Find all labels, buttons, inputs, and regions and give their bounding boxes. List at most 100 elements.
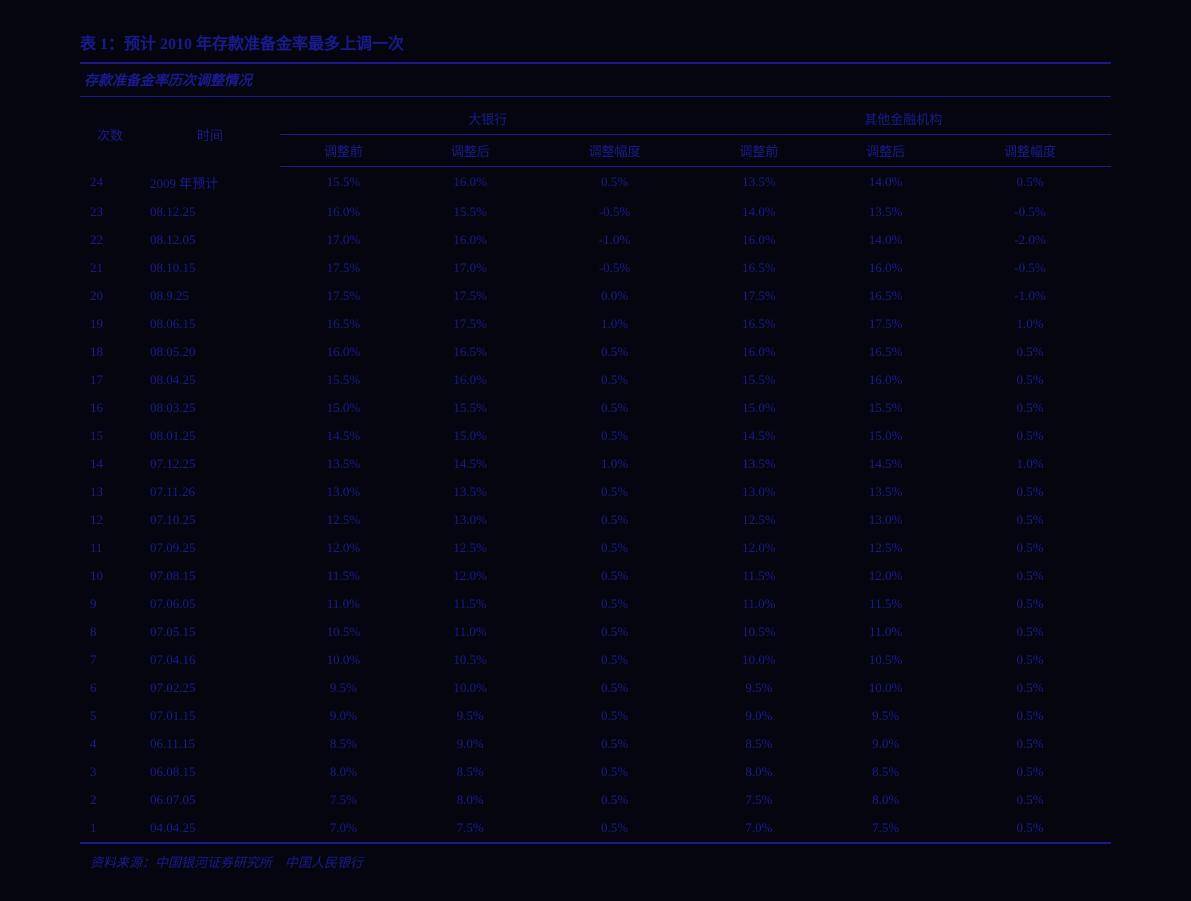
cell-other-change: -1.0% [949, 282, 1111, 310]
cell-time: 08.05.20 [140, 338, 280, 366]
cell-other-after: 13.0% [822, 506, 949, 534]
cell-other-before: 15.5% [695, 366, 822, 394]
cell-other-change: 0.5% [949, 394, 1111, 422]
reserve-ratio-table: 次数 时间 大银行 其他金融机构 调整前 调整后 调整幅度 调整前 调整后 调整… [80, 103, 1111, 844]
cell-big-after: 13.0% [407, 506, 534, 534]
cell-big-before: 11.5% [280, 562, 407, 590]
cell-other-before: 9.0% [695, 702, 822, 730]
cell-big-after: 11.0% [407, 618, 534, 646]
cell-big-before: 12.5% [280, 506, 407, 534]
cell-num: 8 [80, 618, 140, 646]
table-row: 1107.09.2512.0%12.5%0.5%12.0%12.5%0.5% [80, 534, 1111, 562]
cell-time: 06.08.15 [140, 758, 280, 786]
cell-time: 07.06.05 [140, 590, 280, 618]
table-row: 1708.04.2515.5%16.0%0.5%15.5%16.0%0.5% [80, 366, 1111, 394]
cell-other-after: 17.5% [822, 310, 949, 338]
cell-other-change: 0.5% [949, 786, 1111, 814]
cell-other-change: 0.5% [949, 167, 1111, 198]
cell-big-before: 17.0% [280, 226, 407, 254]
cell-big-before: 13.5% [280, 450, 407, 478]
cell-big-before: 9.0% [280, 702, 407, 730]
cell-big-after: 9.5% [407, 702, 534, 730]
cell-other-before: 16.5% [695, 254, 822, 282]
table-row: 206.07.057.5%8.0%0.5%7.5%8.0%0.5% [80, 786, 1111, 814]
cell-big-before: 10.0% [280, 646, 407, 674]
cell-big-before: 16.0% [280, 338, 407, 366]
cell-big-after: 15.5% [407, 198, 534, 226]
cell-time: 07.11.26 [140, 478, 280, 506]
cell-num: 4 [80, 730, 140, 758]
cell-big-change: 0.5% [534, 366, 696, 394]
cell-other-after: 8.5% [822, 758, 949, 786]
cell-big-after: 17.0% [407, 254, 534, 282]
cell-other-before: 8.0% [695, 758, 822, 786]
cell-big-change: 0.5% [534, 590, 696, 618]
cell-other-after: 11.0% [822, 618, 949, 646]
cell-big-change: -1.0% [534, 226, 696, 254]
table-row: 306.08.158.0%8.5%0.5%8.0%8.5%0.5% [80, 758, 1111, 786]
cell-big-after: 16.0% [407, 167, 534, 198]
cell-big-before: 11.0% [280, 590, 407, 618]
cell-other-before: 16.5% [695, 310, 822, 338]
cell-big-before: 12.0% [280, 534, 407, 562]
cell-other-change: 0.5% [949, 506, 1111, 534]
cell-other-change: 0.5% [949, 646, 1111, 674]
header-other-change: 调整幅度 [949, 135, 1111, 167]
cell-time: 08.01.25 [140, 422, 280, 450]
cell-other-change: 0.5% [949, 338, 1111, 366]
cell-time: 08.10.15 [140, 254, 280, 282]
cell-big-after: 12.0% [407, 562, 534, 590]
cell-time: 07.01.15 [140, 702, 280, 730]
cell-other-change: 0.5% [949, 730, 1111, 758]
cell-big-change: 0.5% [534, 702, 696, 730]
cell-num: 16 [80, 394, 140, 422]
cell-num: 22 [80, 226, 140, 254]
cell-big-before: 7.0% [280, 814, 407, 843]
cell-time: 07.04.16 [140, 646, 280, 674]
cell-big-before: 17.5% [280, 254, 407, 282]
cell-other-change: 0.5% [949, 618, 1111, 646]
cell-time: 04.04.25 [140, 814, 280, 843]
cell-other-after: 16.0% [822, 366, 949, 394]
cell-other-before: 14.0% [695, 198, 822, 226]
cell-other-change: 0.5% [949, 590, 1111, 618]
cell-big-after: 17.5% [407, 310, 534, 338]
cell-num: 14 [80, 450, 140, 478]
cell-num: 23 [80, 198, 140, 226]
table-row: 2208.12.0517.0%16.0%-1.0%16.0%14.0%-2.0% [80, 226, 1111, 254]
cell-big-after: 15.5% [407, 394, 534, 422]
cell-other-before: 16.0% [695, 338, 822, 366]
table-title: 表 1：预计 2010 年存款准备金率最多上调一次 [80, 30, 1111, 54]
cell-other-change: 1.0% [949, 450, 1111, 478]
header-big-after: 调整后 [407, 135, 534, 167]
table-subtitle: 存款准备金率历次调整情况 [80, 62, 1111, 97]
cell-num: 20 [80, 282, 140, 310]
cell-big-after: 16.0% [407, 366, 534, 394]
cell-num: 13 [80, 478, 140, 506]
cell-other-after: 13.5% [822, 478, 949, 506]
table-row: 1007.08.1511.5%12.0%0.5%11.5%12.0%0.5% [80, 562, 1111, 590]
table-row: 1608.03.2515.0%15.5%0.5%15.0%15.5%0.5% [80, 394, 1111, 422]
cell-big-change: 0.5% [534, 786, 696, 814]
table-row: 707.04.1610.0%10.5%0.5%10.0%10.5%0.5% [80, 646, 1111, 674]
cell-other-after: 14.0% [822, 226, 949, 254]
cell-big-after: 16.0% [407, 226, 534, 254]
header-other-before: 调整前 [695, 135, 822, 167]
cell-time: 07.09.25 [140, 534, 280, 562]
cell-big-after: 11.5% [407, 590, 534, 618]
cell-num: 18 [80, 338, 140, 366]
header-num: 次数 [80, 103, 140, 167]
cell-num: 12 [80, 506, 140, 534]
cell-other-before: 14.5% [695, 422, 822, 450]
cell-time: 08.03.25 [140, 394, 280, 422]
cell-big-before: 16.5% [280, 310, 407, 338]
cell-other-after: 16.0% [822, 254, 949, 282]
cell-other-change: 0.5% [949, 702, 1111, 730]
cell-num: 10 [80, 562, 140, 590]
cell-other-before: 15.0% [695, 394, 822, 422]
cell-big-change: 0.5% [534, 422, 696, 450]
cell-big-before: 15.5% [280, 167, 407, 198]
header-other-after: 调整后 [822, 135, 949, 167]
cell-big-before: 14.5% [280, 422, 407, 450]
cell-other-before: 11.0% [695, 590, 822, 618]
